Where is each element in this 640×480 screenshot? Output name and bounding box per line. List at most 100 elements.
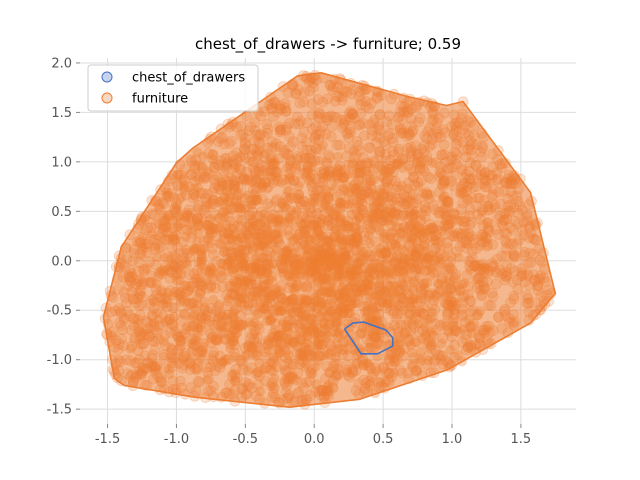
furniture-point	[191, 213, 203, 225]
furniture-point	[360, 377, 372, 389]
furniture-point	[276, 259, 288, 271]
furniture-point	[261, 300, 273, 312]
furniture-point	[363, 141, 375, 153]
furniture-point	[426, 337, 437, 348]
furniture-point	[222, 228, 234, 239]
furniture-point	[507, 224, 519, 236]
furniture-point	[255, 296, 267, 307]
furniture-point	[162, 287, 173, 298]
furniture-point	[155, 285, 167, 297]
furniture-point	[472, 310, 483, 321]
furniture-point	[150, 241, 161, 252]
furniture-point	[357, 189, 369, 201]
furniture-point	[335, 218, 347, 230]
furniture-point	[145, 359, 157, 371]
furniture-point	[237, 364, 249, 376]
furniture-point	[254, 342, 266, 354]
furniture-point	[487, 189, 499, 201]
furniture-point	[309, 386, 321, 398]
furniture-point	[397, 198, 409, 209]
furniture-point	[271, 292, 283, 304]
furniture-point	[169, 202, 180, 214]
furniture-point	[442, 197, 454, 208]
furniture-point	[303, 76, 315, 88]
furniture-point	[447, 230, 458, 242]
furniture-point	[421, 132, 433, 144]
furniture-point	[339, 290, 351, 301]
furniture-point	[191, 276, 203, 288]
furniture-point	[396, 100, 407, 112]
furniture-point	[418, 154, 429, 166]
furniture-point	[500, 310, 511, 322]
furniture-point	[458, 221, 470, 233]
furniture-point	[269, 96, 281, 108]
furniture-point	[370, 137, 382, 149]
furniture-point	[262, 245, 273, 257]
furniture-point	[221, 300, 233, 312]
furniture-point	[465, 265, 476, 276]
furniture-point	[346, 209, 357, 220]
furniture-point	[432, 349, 444, 361]
furniture-point	[195, 187, 207, 199]
furniture-point	[142, 323, 154, 335]
furniture-point	[237, 383, 248, 395]
furniture-point	[471, 169, 483, 181]
furniture-point	[242, 366, 253, 376]
furniture-point	[394, 125, 406, 136]
furniture-point	[301, 144, 313, 156]
furniture-point	[389, 208, 400, 218]
furniture-point	[442, 324, 454, 336]
furniture-point	[415, 175, 427, 186]
furniture-point	[386, 371, 398, 383]
furniture-point	[541, 289, 553, 301]
furniture-point	[410, 263, 422, 274]
furniture-point	[266, 332, 277, 342]
furniture-point	[512, 283, 524, 295]
furniture-point	[189, 183, 200, 194]
furniture-point	[306, 219, 318, 231]
furniture-point	[477, 236, 488, 248]
furniture-point	[419, 240, 431, 252]
furniture-point	[128, 281, 140, 293]
furniture-point	[361, 334, 373, 346]
furniture-point	[382, 374, 394, 386]
furniture-point	[447, 180, 459, 192]
furniture-point	[425, 271, 436, 282]
furniture-point	[488, 260, 499, 272]
furniture-point	[172, 222, 183, 233]
furniture-point	[190, 191, 202, 202]
furniture-point	[465, 295, 477, 307]
furniture-point	[458, 144, 470, 156]
furniture-point	[355, 170, 367, 182]
furniture-point	[407, 172, 419, 184]
furniture-point	[377, 361, 389, 373]
furniture-point	[322, 158, 334, 170]
furniture-point	[126, 340, 138, 352]
furniture-point	[313, 350, 325, 361]
furniture-point	[304, 85, 315, 97]
furniture-point	[195, 313, 207, 325]
furniture-point	[327, 253, 339, 265]
furniture-point	[314, 181, 326, 193]
furniture-point	[336, 91, 348, 103]
furniture-point	[239, 237, 251, 249]
furniture-point	[299, 346, 311, 358]
furniture-point	[268, 352, 279, 363]
furniture-point	[169, 261, 181, 272]
furniture-point	[284, 296, 296, 308]
furniture-point	[123, 271, 135, 283]
furniture-point	[496, 323, 508, 335]
furniture-point	[267, 177, 279, 189]
furniture-point	[125, 370, 136, 382]
furniture-point	[317, 214, 328, 225]
furniture-point	[508, 293, 520, 305]
furniture-point	[126, 268, 137, 279]
furniture-point	[539, 298, 550, 310]
furniture-point	[192, 203, 203, 214]
furniture-point	[155, 375, 167, 387]
furniture-point	[482, 217, 493, 228]
furniture-point	[153, 230, 165, 242]
furniture-point	[388, 368, 399, 378]
furniture-point	[415, 356, 426, 367]
furniture-point	[457, 336, 468, 348]
